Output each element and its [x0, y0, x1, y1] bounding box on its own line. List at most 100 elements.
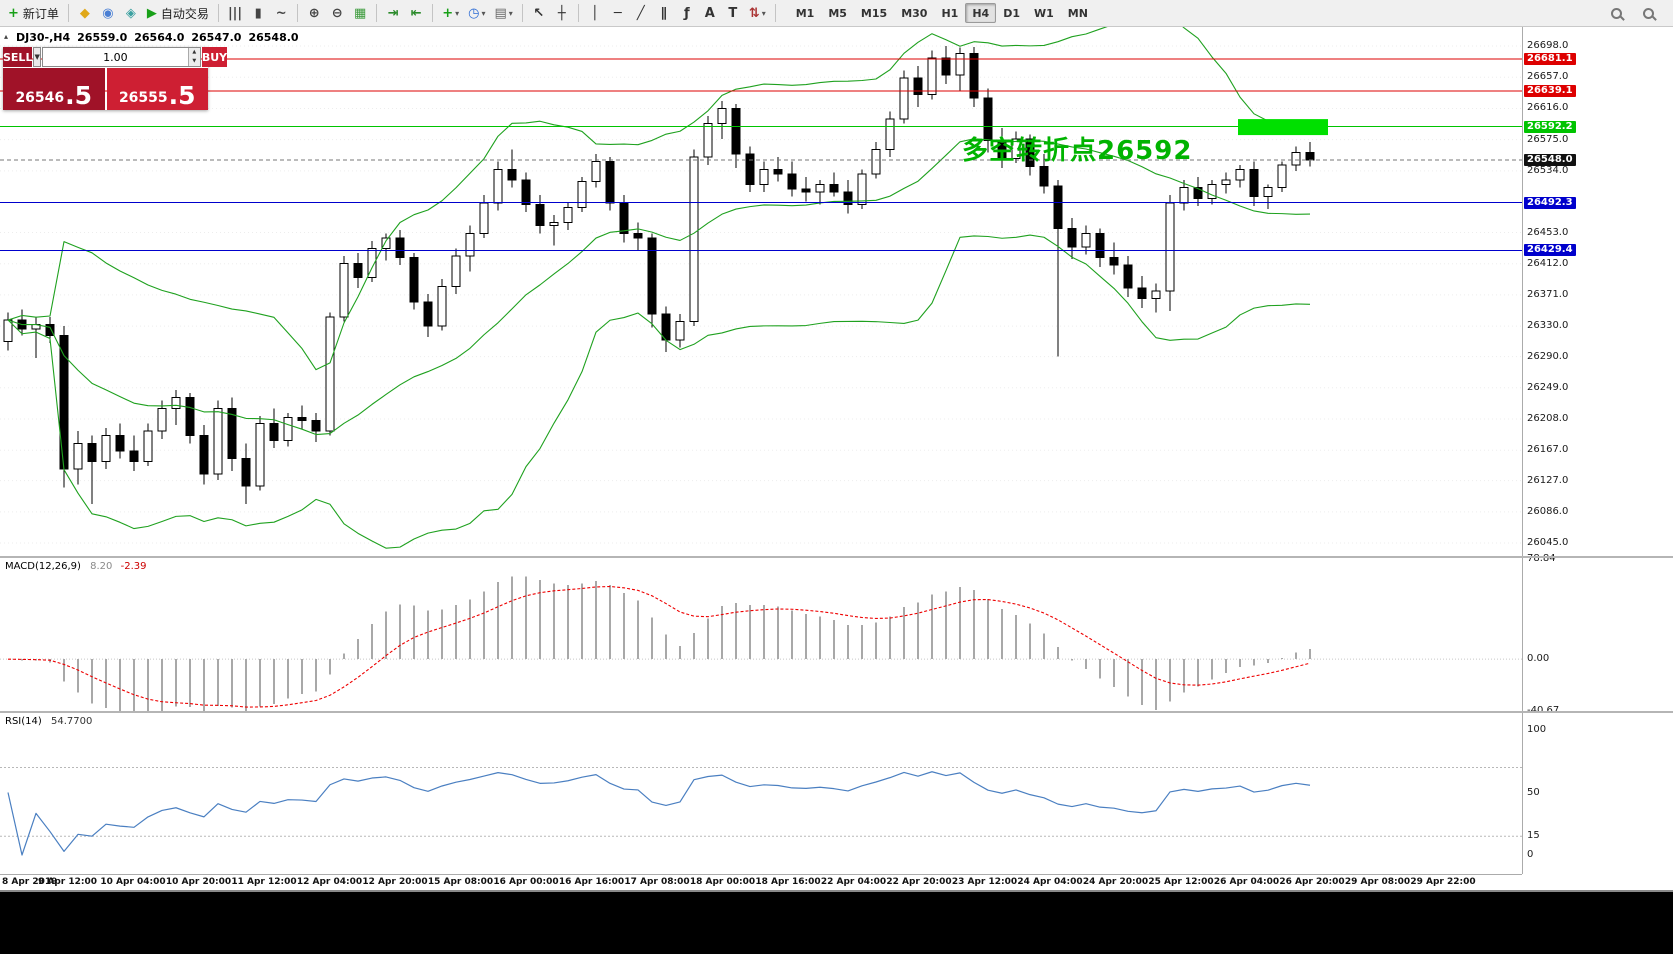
time-tick: 11 Apr 12:00	[231, 877, 297, 887]
mql5-community-icon[interactable]: ◆	[74, 2, 96, 24]
macd-pane[interactable]: MACD(12,26,9) 8.20 -2.39	[0, 558, 1522, 711]
line-chart-icon[interactable]: ~	[270, 2, 292, 24]
price-tick: 26412.0	[1527, 257, 1569, 269]
time-tick: 16 Apr 00:00	[493, 877, 559, 887]
timeframe-m15[interactable]: M15	[860, 6, 888, 20]
volume-spinner[interactable]: ▲ ▼	[187, 48, 200, 66]
timeframe-m30[interactable]: M30	[901, 6, 928, 20]
price-tag: 26639.1	[1524, 84, 1576, 97]
buy-price-display[interactable]: 26555 .5	[106, 68, 208, 110]
search-symbol-button[interactable]	[1605, 2, 1627, 24]
price-tag: 26592.2	[1524, 120, 1576, 133]
timeframe-m5[interactable]: M5	[828, 6, 847, 20]
horizontal-line-button[interactable]: ─	[607, 2, 629, 24]
price-tag: 26429.4	[1524, 244, 1576, 257]
macd-name: MACD(12,26,9)	[5, 561, 81, 572]
toolbar-separator	[521, 4, 523, 22]
news-icon-glyph: ◈	[125, 5, 136, 21]
price-chart-pane[interactable]: ▴ DJ30-,H4 26559.0 26564.0 26547.0 26548…	[0, 27, 1522, 556]
mql5-community-icon-glyph: ◆	[79, 5, 90, 21]
indicators-glyph: +	[442, 5, 454, 21]
time-tick: 18 Apr 16:00	[755, 877, 821, 887]
toolbar-separator	[432, 4, 434, 22]
fibonacci-button[interactable]: ƒ	[676, 2, 698, 24]
periods-button-dropdown-icon[interactable]: ▾	[481, 8, 486, 18]
equidistant-channel-button[interactable]: ∥	[653, 2, 675, 24]
volume-down-icon[interactable]: ▼	[188, 57, 200, 66]
buy-price-main: 26555	[118, 89, 168, 106]
timeframe-h1[interactable]: H1	[941, 6, 959, 20]
timeframe-h4[interactable]: H4	[965, 3, 997, 23]
auto-scroll-glyph: ⇥	[387, 5, 399, 21]
autotrade-glyph: ▶	[146, 5, 157, 21]
zoom-out-button[interactable]: ⊖	[326, 2, 348, 24]
zoom-in-glyph: ⊕	[308, 5, 320, 21]
arrows-button[interactable]: ⇅ ▾	[745, 2, 770, 24]
price-tick: 26575.0	[1527, 133, 1569, 145]
time-tick: 16 Apr 16:00	[558, 877, 625, 887]
time-axis[interactable]: 8 Apr 2019 9 Apr 12:00 10 Apr 04:00 10 Apr …	[0, 874, 1522, 890]
volume-preset-dropdown[interactable]: ▼	[33, 47, 41, 67]
timeframe-d1[interactable]: D1	[1003, 6, 1020, 20]
templates-button[interactable]: ▤ ▾	[490, 2, 516, 24]
time-tick: 26 Apr 20:00	[1279, 877, 1345, 887]
collapse-arrow-icon[interactable]: ▴	[4, 32, 9, 41]
crosshair-button[interactable]: ┼	[551, 2, 573, 24]
zoom-in-button[interactable]: ⊕	[303, 2, 325, 24]
buy-button[interactable]: BUY	[201, 47, 228, 67]
timeframe-w1[interactable]: W1	[1034, 6, 1054, 20]
profile-icon[interactable]: ◉	[97, 2, 119, 24]
pane-splitter[interactable]	[0, 711, 1673, 713]
periods-button[interactable]: ◷ ▾	[464, 2, 489, 24]
ohlc-open: 26559.0	[77, 31, 128, 44]
timeframe-m1[interactable]: M1	[795, 6, 815, 20]
time-tick: 23 Apr 12:00	[951, 877, 1018, 887]
indicators-button-dropdown-icon[interactable]: ▾	[455, 8, 460, 18]
rsi-pane[interactable]: RSI(14) 54.7700	[0, 713, 1522, 874]
pivot-annotation-text[interactable]: 多空转折点26592	[962, 136, 1193, 166]
news-icon[interactable]: ◈	[120, 2, 142, 24]
price-tick: 26167.0	[1527, 444, 1569, 456]
price-tick: 100	[1527, 724, 1547, 735]
zoom-out-glyph: ⊖	[331, 5, 343, 21]
search-icon	[1610, 7, 1622, 19]
arrows-button-dropdown-icon[interactable]: ▾	[761, 8, 766, 18]
buy-price-frac: .5	[168, 81, 196, 110]
text-button[interactable]: A	[699, 2, 721, 24]
toolbar-separator	[217, 4, 219, 22]
rsi-chart	[0, 767, 1522, 856]
horizontal-line-glyph: ─	[613, 5, 622, 21]
sell-price-display[interactable]: 26546 .5	[3, 68, 105, 110]
time-tick: 12 Apr 20:00	[362, 877, 428, 887]
tile-windows-button[interactable]: ▦	[349, 2, 371, 24]
candlestick-chart[interactable]	[0, 27, 1522, 556]
chart-shift-button[interactable]: ⇤	[405, 2, 427, 24]
autotrade-button[interactable]: ▶ 自动交易	[143, 2, 213, 24]
vertical-line-button[interactable]: │	[584, 2, 606, 24]
global-search-button[interactable]	[1637, 2, 1659, 24]
templates-button-dropdown-icon[interactable]: ▾	[508, 8, 513, 18]
indicators-button[interactable]: + ▾	[438, 2, 463, 24]
timeframe-mn[interactable]: MN	[1067, 6, 1088, 20]
chart-title: ▴ DJ30-,H4 26559.0 26564.0 26547.0 26548…	[4, 31, 299, 44]
price-tick: 15	[1527, 830, 1540, 842]
rsi-name: RSI(14)	[5, 716, 42, 727]
ohlc-high: 26564.0	[134, 31, 185, 44]
toolbar-separator	[297, 4, 299, 22]
price-tag: 26681.1	[1524, 52, 1576, 65]
pane-splitter[interactable]	[0, 556, 1673, 558]
bar-chart-icon[interactable]: |||	[224, 2, 246, 24]
price-tick: 0.00	[1527, 653, 1550, 665]
text-label-button[interactable]: T	[722, 2, 744, 24]
new-order-button[interactable]: + 新订单	[4, 2, 63, 24]
price-tick: 26290.0	[1527, 350, 1569, 362]
sell-button[interactable]: SELL	[3, 47, 33, 67]
price-axis[interactable]: 26698.0 26657.0 26616.0 26575.0 26534.0 26453…	[1522, 27, 1673, 874]
trendline-button[interactable]: ╱	[630, 2, 652, 24]
one-click-trading-panel: SELL ▼ ▲ ▼ BUY 26546 .5 26555	[3, 47, 228, 110]
volume-input[interactable]	[42, 48, 188, 66]
volume-up-icon[interactable]: ▲	[188, 48, 200, 57]
auto-scroll-button[interactable]: ⇥	[382, 2, 404, 24]
cursor-button[interactable]: ↖	[528, 2, 550, 24]
candlestick-chart-icon[interactable]: ▮	[247, 2, 269, 24]
